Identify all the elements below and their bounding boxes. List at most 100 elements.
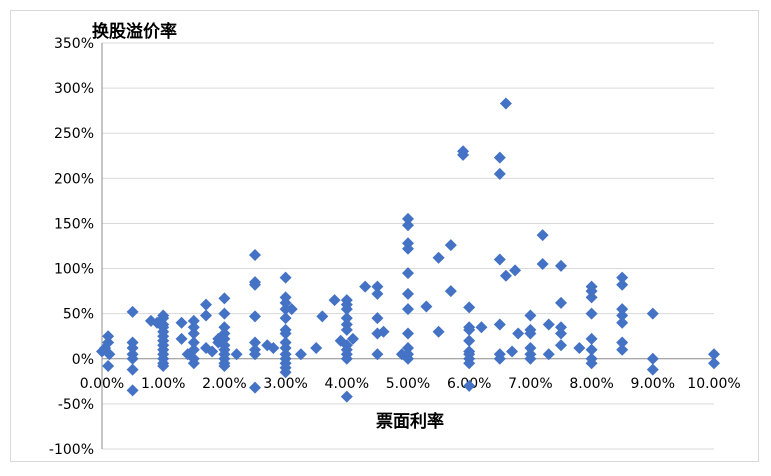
data-points — [96, 97, 720, 403]
x-tick-label: 10.00% — [687, 376, 740, 392]
data-point — [402, 327, 414, 340]
data-point — [279, 341, 292, 354]
data-point — [206, 345, 219, 358]
data-point — [524, 327, 537, 340]
data-point — [402, 303, 414, 316]
data-point — [555, 327, 567, 340]
data-point — [585, 343, 598, 356]
y-tick-label: 100% — [54, 262, 94, 278]
data-point — [463, 379, 476, 392]
data-point — [126, 305, 139, 318]
data-point — [708, 357, 720, 370]
data-point — [249, 336, 261, 349]
data-point — [646, 352, 659, 365]
x-tick-label: 7.00% — [508, 376, 552, 392]
data-point — [200, 309, 213, 322]
data-point — [218, 307, 231, 320]
data-point — [249, 310, 261, 323]
data-point — [102, 330, 115, 343]
data-point — [512, 327, 525, 340]
data-point — [555, 339, 567, 352]
x-tick-label: 8.00% — [569, 376, 613, 392]
x-tick-labels: 0.00%1.00%2.00%3.00%4.00%5.00%6.00%7.00%… — [80, 376, 741, 392]
data-point — [616, 309, 629, 322]
data-point — [230, 348, 243, 361]
data-point — [402, 287, 414, 300]
data-point — [616, 303, 629, 316]
y-tick-label: 300% — [54, 81, 94, 97]
x-tick-label: 3.00% — [263, 376, 307, 392]
data-point — [187, 327, 200, 340]
data-point — [187, 321, 200, 334]
data-point — [585, 285, 598, 298]
data-point — [493, 151, 506, 164]
data-point — [310, 341, 323, 354]
data-point — [499, 269, 512, 282]
data-point — [279, 303, 292, 316]
data-point — [200, 298, 213, 311]
y-axis-title: 换股溢价率 — [92, 21, 177, 42]
data-point — [420, 300, 433, 313]
data-point — [126, 384, 139, 397]
data-point — [402, 212, 414, 225]
data-point — [218, 332, 231, 345]
y-tick-label: 350% — [54, 36, 94, 52]
data-point — [463, 323, 476, 336]
data-point — [402, 219, 414, 232]
data-point — [187, 314, 200, 327]
data-point — [475, 321, 488, 334]
data-point — [279, 366, 292, 379]
data-point — [279, 327, 292, 340]
y-tick-label: 50% — [63, 307, 94, 323]
data-point — [585, 291, 598, 304]
data-point — [555, 296, 567, 309]
data-point — [377, 325, 390, 338]
data-point — [279, 312, 292, 325]
y-tick-label: 250% — [54, 126, 94, 142]
data-point — [493, 253, 506, 266]
y-tick-label: 150% — [54, 216, 94, 232]
data-point — [506, 345, 519, 358]
data-point — [616, 278, 629, 291]
data-point — [371, 312, 384, 325]
data-point — [294, 348, 307, 361]
data-point — [524, 309, 537, 322]
x-tick-label: 0.00% — [80, 376, 124, 392]
y-tick-label: 200% — [54, 171, 94, 187]
data-point — [402, 352, 414, 365]
data-point — [542, 348, 555, 361]
data-point — [340, 303, 353, 316]
data-point — [493, 167, 506, 180]
data-point — [249, 381, 261, 394]
x-tick-label: 5.00% — [386, 376, 430, 392]
data-point — [402, 242, 414, 255]
data-point — [616, 343, 629, 356]
data-point — [102, 336, 115, 349]
data-point — [444, 285, 457, 298]
data-point — [328, 294, 341, 307]
data-point — [371, 280, 384, 293]
data-point — [432, 251, 445, 264]
data-point — [126, 363, 139, 376]
data-point — [249, 348, 261, 361]
data-point — [499, 97, 512, 110]
data-point — [126, 352, 139, 365]
data-point — [463, 301, 476, 314]
data-point — [646, 363, 659, 376]
data-point — [371, 287, 384, 300]
x-tick-label: 2.00% — [202, 376, 246, 392]
data-point — [187, 357, 200, 370]
data-point — [444, 239, 457, 252]
data-point — [432, 325, 445, 338]
data-point — [371, 348, 384, 361]
data-point — [249, 249, 261, 262]
data-point — [463, 357, 476, 370]
data-point — [585, 357, 598, 370]
data-point — [463, 334, 476, 347]
data-point — [402, 341, 414, 354]
data-point — [187, 336, 200, 349]
data-point — [340, 323, 353, 336]
x-axis-title: 票面利率 — [376, 411, 444, 432]
data-point — [585, 332, 598, 345]
data-point — [187, 343, 200, 356]
